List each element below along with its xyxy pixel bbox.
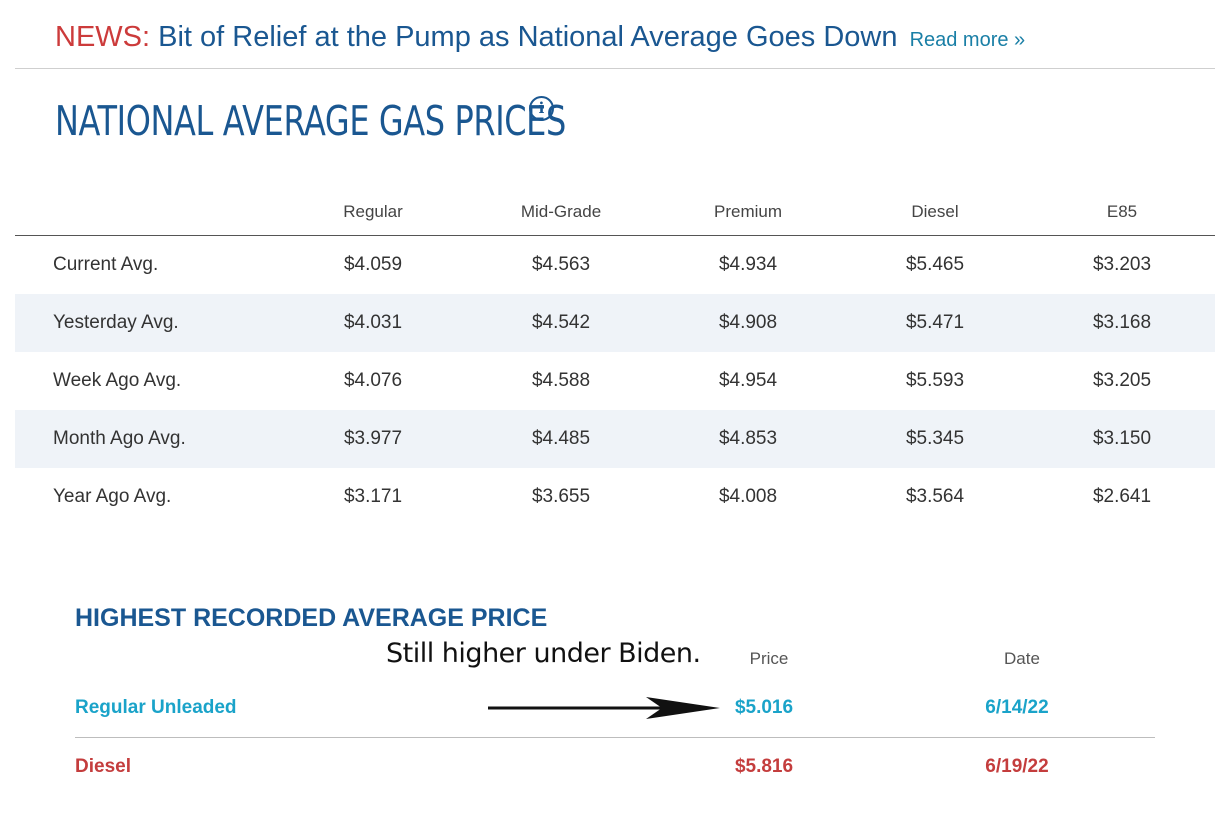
price-cell: $3.205 bbox=[1092, 370, 1152, 391]
table-row: Year Ago Avg. $3.171 $3.655 $4.008 $3.56… bbox=[15, 468, 1215, 526]
regular-unleaded-date: 6/14/22 bbox=[985, 697, 1049, 718]
table-header-row: Regular Mid-Grade Premium Diesel E85 bbox=[15, 188, 1215, 236]
news-headline-link[interactable]: Bit of Relief at the Pump as National Av… bbox=[158, 21, 898, 53]
row-label: Week Ago Avg. bbox=[53, 370, 182, 391]
price-cell: $3.203 bbox=[1092, 254, 1152, 275]
price-cell: $5.465 bbox=[905, 254, 965, 275]
price-cell: $4.954 bbox=[718, 370, 778, 391]
annotation-arrow bbox=[488, 697, 720, 719]
price-cell: $3.655 bbox=[531, 486, 591, 507]
price-cell: $3.977 bbox=[279, 410, 467, 468]
info-icon[interactable]: i bbox=[529, 96, 554, 121]
price-cell: $4.031 bbox=[279, 294, 467, 352]
price-cell: $4.059 bbox=[343, 254, 403, 275]
price-cell: $4.908 bbox=[655, 294, 841, 352]
price-cell: $3.168 bbox=[1029, 294, 1215, 352]
column-header-mid-grade: Mid-Grade bbox=[467, 188, 655, 236]
column-header-premium: Premium bbox=[655, 188, 841, 236]
diesel-date: 6/19/22 bbox=[985, 756, 1049, 777]
price-cell: $2.641 bbox=[1092, 486, 1152, 507]
divider bbox=[75, 737, 1155, 738]
price-cell: $3.150 bbox=[1029, 410, 1215, 468]
price-cell: $4.853 bbox=[655, 410, 841, 468]
price-cell: $5.593 bbox=[905, 370, 965, 391]
price-column-header: Price bbox=[749, 649, 789, 668]
price-cell: $3.564 bbox=[905, 486, 965, 507]
table-row: Month Ago Avg. $3.977 $4.485 $4.853 $5.3… bbox=[15, 410, 1215, 468]
row-label: Current Avg. bbox=[53, 254, 159, 275]
annotation-text: Still higher under Biden. bbox=[386, 638, 701, 669]
regular-unleaded-price: $5.016 bbox=[734, 697, 794, 718]
column-header-regular: Regular bbox=[279, 188, 467, 236]
date-column-header: Date bbox=[1004, 649, 1040, 668]
price-cell: $4.934 bbox=[718, 254, 778, 275]
column-header-label bbox=[15, 188, 279, 236]
highest-price-title: HIGHEST RECORDED AVERAGE PRICE bbox=[75, 604, 548, 632]
news-tag: NEWS: bbox=[55, 21, 151, 53]
read-more-link[interactable]: Read more » bbox=[909, 29, 1026, 51]
diesel-label: Diesel bbox=[75, 756, 131, 777]
column-header-e85: E85 bbox=[1029, 188, 1215, 236]
page-title: NATIONAL AVERAGE GAS PRICES bbox=[55, 97, 566, 145]
price-cell: $4.008 bbox=[718, 486, 778, 507]
gas-prices-table: Regular Mid-Grade Premium Diesel E85 Cur… bbox=[15, 188, 1215, 526]
price-cell: $4.485 bbox=[467, 410, 655, 468]
table-row: Yesterday Avg. $4.031 $4.542 $4.908 $5.4… bbox=[15, 294, 1215, 352]
table-row: Current Avg. $4.059 $4.563 $4.934 $5.465… bbox=[15, 236, 1215, 295]
row-label: Yesterday Avg. bbox=[15, 294, 279, 352]
price-cell: $4.076 bbox=[343, 370, 403, 391]
news-banner: NEWS: Bit of Relief at the Pump as Natio… bbox=[55, 18, 1025, 59]
price-cell: $3.171 bbox=[343, 486, 403, 507]
table-row: Week Ago Avg. $4.076 $4.588 $4.954 $5.59… bbox=[15, 352, 1215, 410]
row-label: Month Ago Avg. bbox=[15, 410, 279, 468]
divider bbox=[15, 68, 1215, 69]
column-header-diesel: Diesel bbox=[841, 188, 1029, 236]
price-cell: $4.588 bbox=[531, 370, 591, 391]
price-cell: $4.563 bbox=[531, 254, 591, 275]
diesel-price: $5.816 bbox=[734, 756, 794, 777]
price-cell: $5.471 bbox=[841, 294, 1029, 352]
price-cell: $4.542 bbox=[467, 294, 655, 352]
row-label: Year Ago Avg. bbox=[53, 486, 172, 507]
regular-unleaded-label: Regular Unleaded bbox=[75, 697, 237, 718]
price-cell: $5.345 bbox=[841, 410, 1029, 468]
